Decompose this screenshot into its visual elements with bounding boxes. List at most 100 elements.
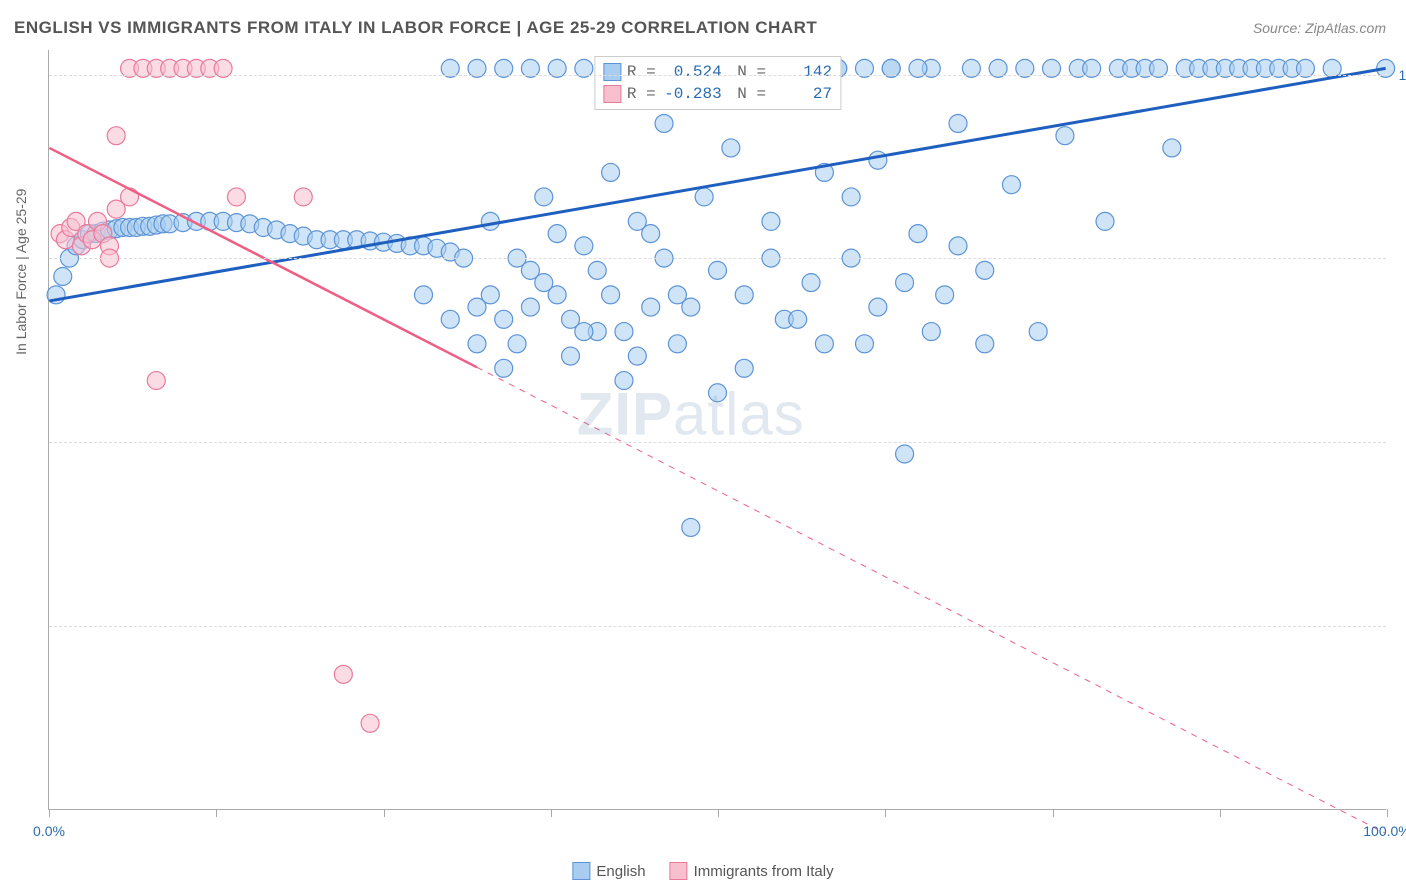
data-point [735,286,753,304]
data-point [976,261,994,279]
data-point [735,359,753,377]
data-point [789,310,807,328]
data-point [668,335,686,353]
data-point [441,310,459,328]
correlation-legend: R = 0.524 N = 142 R = -0.283 N = 27 [594,56,841,110]
legend-swatch [670,862,688,880]
gridline [49,442,1386,443]
data-point [508,335,526,353]
data-point [147,372,165,390]
gridline [49,75,1386,76]
data-point [575,237,593,255]
data-point [722,139,740,157]
data-point [642,225,660,243]
data-point [615,323,633,341]
data-point [802,274,820,292]
trend-line-dashed [477,367,1386,833]
data-point [855,335,873,353]
legend-label: English [596,863,645,880]
data-point [869,298,887,316]
x-tick [885,809,886,817]
legend-swatch [572,862,590,880]
data-point [361,714,379,732]
x-tick [49,809,50,817]
legend-item: English [572,862,645,880]
data-point [628,347,646,365]
x-tick-label: 0.0% [33,823,65,839]
data-point [1029,323,1047,341]
chart-title: ENGLISH VS IMMIGRANTS FROM ITALY IN LABO… [14,18,817,38]
data-point [709,384,727,402]
data-point [936,286,954,304]
data-point [869,151,887,169]
data-point [949,237,967,255]
data-point [495,310,513,328]
data-point [815,335,833,353]
gridline [49,626,1386,627]
data-point [642,298,660,316]
data-point [615,372,633,390]
data-point [468,335,486,353]
legend-swatch [603,85,621,103]
corr-n-value: 142 [772,61,832,83]
data-point [762,212,780,230]
data-point [334,665,352,683]
series-legend: English Immigrants from Italy [572,862,833,880]
data-point [521,298,539,316]
corr-r-key: R = [627,61,656,83]
corr-legend-row: R = -0.283 N = 27 [603,83,832,105]
data-point [54,267,72,285]
corr-n-key: N = [728,83,766,105]
legend-label: Immigrants from Italy [694,863,834,880]
data-point [682,518,700,536]
legend-swatch [603,63,621,81]
data-point [1002,176,1020,194]
corr-n-key: N = [728,61,766,83]
x-tick [718,809,719,817]
gridline [49,258,1386,259]
corr-n-value: 27 [772,83,832,105]
data-point [695,188,713,206]
data-point [548,225,566,243]
data-point [575,323,593,341]
x-tick [216,809,217,817]
legend-item: Immigrants from Italy [670,862,834,880]
x-tick [1387,809,1388,817]
data-point [121,188,139,206]
data-point [535,188,553,206]
data-point [602,163,620,181]
x-tick [1220,809,1221,817]
data-point [227,188,245,206]
data-point [107,127,125,145]
data-point [294,188,312,206]
source-attribution: Source: ZipAtlas.com [1253,20,1386,36]
data-point [481,286,499,304]
data-point [709,261,727,279]
corr-legend-row: R = 0.524 N = 142 [603,61,832,83]
x-tick [384,809,385,817]
data-point [588,261,606,279]
data-point [1163,139,1181,157]
data-point [415,286,433,304]
chart-plot-area: In Labor Force | Age 25-29 R =0.524 N =1… [48,50,1386,810]
data-point [909,225,927,243]
data-point [1096,212,1114,230]
data-point [949,114,967,132]
data-point [1056,127,1074,145]
corr-r-value: -0.283 [662,83,722,105]
data-point [481,212,499,230]
data-point [682,298,700,316]
data-point [842,188,860,206]
data-point [655,114,673,132]
data-point [896,274,914,292]
data-point [535,274,553,292]
corr-r-key: R = [627,83,656,105]
data-point [896,445,914,463]
y-axis-label: In Labor Force | Age 25-29 [13,188,29,354]
data-point [976,335,994,353]
data-point [562,347,580,365]
corr-r-value: 0.524 [662,61,722,83]
data-point [495,359,513,377]
y-tick-label: 100.0% [1399,67,1406,83]
x-tick-label: 100.0% [1363,823,1406,839]
